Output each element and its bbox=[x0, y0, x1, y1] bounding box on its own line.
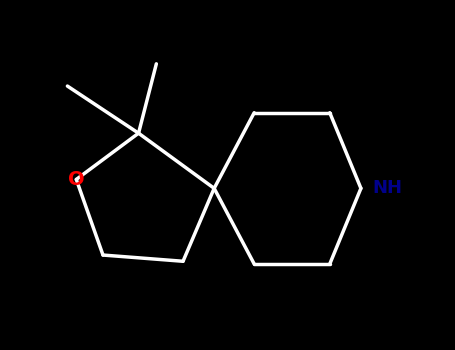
Text: O: O bbox=[68, 170, 85, 189]
Text: NH: NH bbox=[373, 179, 403, 197]
